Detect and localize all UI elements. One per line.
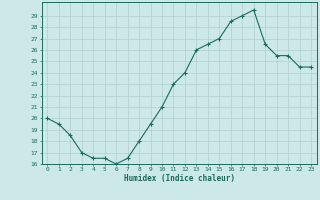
X-axis label: Humidex (Indice chaleur): Humidex (Indice chaleur) <box>124 174 235 183</box>
